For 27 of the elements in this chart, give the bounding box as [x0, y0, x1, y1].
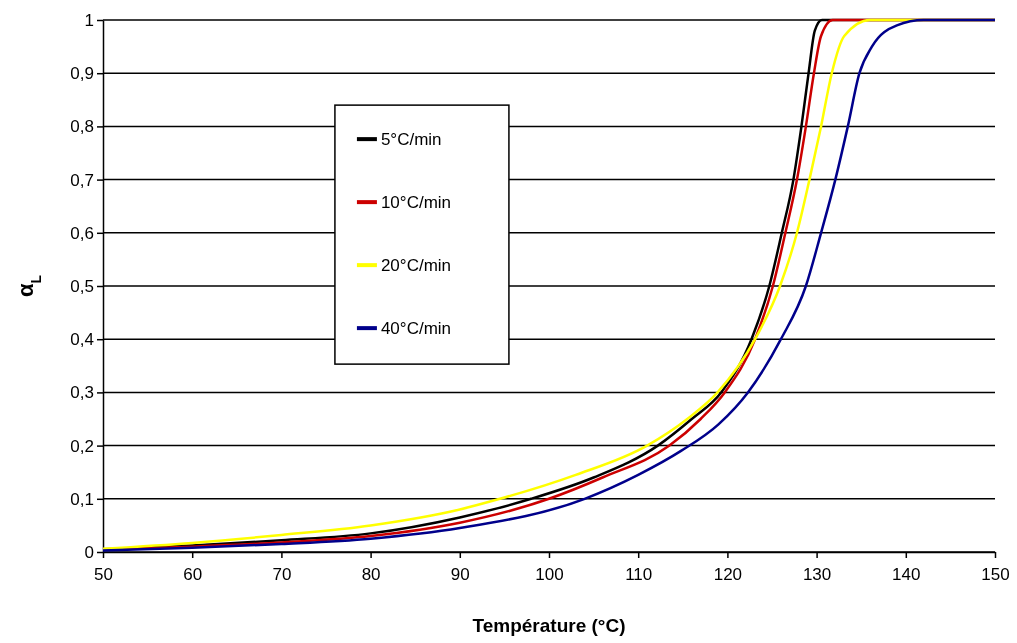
x-tick-label: 150	[981, 564, 1010, 584]
x-tick-label: 140	[892, 564, 921, 584]
x-tick-label: 90	[450, 564, 470, 584]
x-tick-label: 80	[361, 564, 381, 584]
y-tick-label: 0	[84, 542, 94, 562]
y-tick-label: 0,1	[70, 489, 94, 509]
y-tick-label: 0,5	[70, 276, 94, 296]
x-tick-label: 110	[625, 564, 653, 584]
legend-label: 10°C/min	[380, 193, 452, 213]
y-tick-label: 0,3	[70, 383, 94, 403]
legend-label: 20°C/min	[380, 256, 452, 276]
y-tick-label: 0,2	[70, 436, 94, 456]
y-tick-label: 1	[84, 10, 94, 30]
y-tick-label: 0,6	[70, 223, 94, 243]
x-tick-label: 100	[535, 564, 564, 584]
y-tick-label: 0,9	[70, 64, 94, 84]
y-tick-label: 0,8	[70, 117, 94, 137]
x-tick-label: 50	[94, 564, 113, 584]
x-tick-label: 120	[713, 564, 743, 584]
y-tick-label: 0,4	[70, 330, 94, 350]
legend-label: 5°C/min	[380, 130, 442, 150]
x-tick-label: 60	[183, 564, 203, 584]
x-tick-label: 70	[272, 564, 292, 584]
legend-label: 40°C/min	[380, 319, 452, 339]
x-axis-title: Température (°C)	[472, 615, 626, 636]
y-tick-label: 0,7	[70, 170, 94, 190]
x-tick-label: 130	[802, 564, 832, 584]
